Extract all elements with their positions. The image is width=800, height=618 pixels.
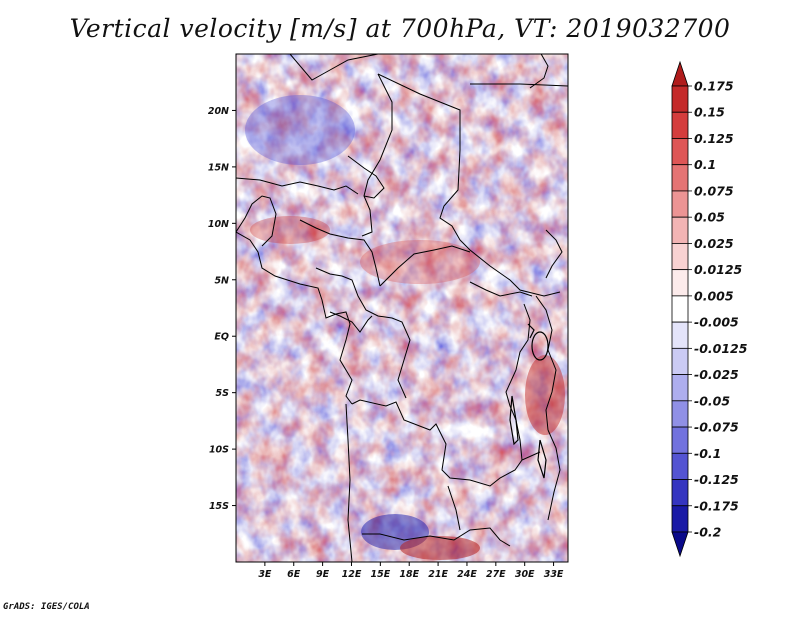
colorbar-label: -0.125 [694, 472, 739, 487]
mozambique-border [547, 429, 561, 521]
colorbar-label: 0.0125 [694, 262, 743, 277]
colorbar-swatch [671, 452, 689, 480]
lon-tick-label: 30E [515, 569, 535, 580]
strong-subsidence-blob [400, 536, 480, 560]
southern-border-lines [351, 399, 541, 487]
lat-tick-label: 15S [209, 501, 229, 512]
gabon-border [329, 311, 373, 333]
colorbar-label: -0.1 [694, 446, 721, 461]
nigeria-west-border [236, 195, 277, 247]
colorbar-swatch [671, 138, 689, 166]
colorbar-swatch [671, 85, 689, 113]
cameroon-north-border [299, 219, 381, 287]
lon-tick-label: 6E [287, 569, 301, 580]
colorbar-label: 0.075 [694, 183, 734, 198]
lat-tick-label: 5S [216, 388, 230, 399]
colorbar-label: 0.175 [694, 79, 734, 94]
lat-tick-label: 5N [214, 275, 229, 286]
colorbar-label: 0.025 [694, 236, 734, 251]
latitude-axis: 20N 15N 10N 5N EQ 5S 10S 15S [208, 106, 236, 512]
colorbar-label: -0.025 [694, 367, 739, 382]
page-title: Vertical velocity [m/s] at 700hPa, VT: 2… [69, 14, 731, 43]
colorbar-swatch [671, 374, 689, 402]
colorbar-swatch [671, 243, 689, 271]
colorbar-bottom-extension [671, 531, 689, 558]
sahel-subsidence-band [250, 216, 330, 244]
east-africa-border [535, 295, 557, 431]
map-frame [235, 53, 569, 563]
drc-north-border [469, 281, 533, 297]
far-south-border [362, 527, 511, 547]
lat-tick-label: 10S [209, 445, 229, 456]
north-border-1 [289, 54, 379, 81]
colorbar-swatch [671, 479, 689, 507]
colorbar-swatch [671, 321, 689, 349]
lake-tanganyika [509, 395, 519, 446]
lat-tick-label: 15N [208, 162, 229, 173]
colorbar-swatch [671, 400, 689, 428]
lon-tick-label: 24E [457, 569, 477, 580]
lat-tick-label: 20N [208, 106, 229, 117]
east-coast-subsidence-blob [525, 355, 565, 435]
colorbar-label: -0.175 [694, 498, 739, 513]
chad-west-border [361, 73, 393, 237]
sahel-border [236, 177, 359, 195]
lon-tick-label: 21E [428, 569, 448, 580]
lon-tick-label: 27E [486, 569, 506, 580]
colorbar-label: -0.075 [694, 420, 739, 435]
colorbar: 0.175 0.15 0.125 0.1 0.075 0.05 0.025 0.0125 0.0… [671, 60, 748, 558]
red-sea-coast [529, 54, 549, 89]
lon-tick-label: 12E [342, 569, 362, 580]
longitude-axis: 3E 6E 9E 12E 15E 18E 21E 24E 27E 30E 33E [258, 562, 564, 580]
colorbar-swatch [671, 426, 689, 454]
west-southern-border [345, 403, 353, 562]
colorbar-label: -0.005 [694, 315, 739, 330]
colorbar-label: -0.05 [694, 393, 730, 408]
colorbar-label: 0.005 [694, 288, 734, 303]
colorbar-swatch [671, 164, 689, 192]
congo-border [315, 267, 411, 399]
colorbar-top-extension [671, 60, 689, 87]
sahara-ascent-area [245, 95, 355, 165]
lon-tick-label: 15E [370, 569, 390, 580]
central-subsidence-band [360, 240, 480, 284]
colorbar-label: 0.125 [694, 131, 734, 146]
lake-victoria [531, 331, 549, 361]
zambia-border [447, 485, 461, 531]
colorbar-swatch [671, 111, 689, 139]
vertical-velocity-field [236, 54, 568, 562]
great-lakes-border [505, 303, 531, 461]
lat-tick-label: EQ [214, 332, 229, 343]
colorbar-label: -0.0125 [694, 341, 748, 356]
lake-chad-outline [347, 155, 385, 199]
colorbar-swatch [671, 190, 689, 218]
country-borders [236, 54, 568, 562]
lakes [509, 323, 549, 479]
lon-tick-label: 18E [399, 569, 419, 580]
map-panel: 20N 15N 10N 5N EQ 5S 10S 15S 3E 6E 9E 12E 15E 18E 21E… [208, 53, 569, 580]
sudan-border [377, 73, 561, 297]
ethiopia-border [545, 229, 563, 279]
egypt-border [470, 83, 568, 87]
colorbar-swatch [671, 269, 689, 297]
car-border [379, 245, 471, 287]
lat-tick-label: 10N [208, 219, 229, 230]
west-coastline [236, 231, 353, 405]
lon-tick-label: 33E [544, 569, 564, 580]
colorbar-swatch [671, 295, 689, 323]
colorbar-label: 0.05 [694, 210, 725, 225]
lake-albert [527, 323, 535, 339]
colorbar-label: -0.2 [694, 525, 721, 540]
colorbar-swatch [671, 216, 689, 244]
lake-malawi [537, 439, 547, 479]
lon-tick-label: 9E [316, 569, 330, 580]
colorbar-swatch [671, 347, 689, 375]
colorbar-swatch [671, 505, 689, 533]
colorbar-label: 0.1 [694, 157, 716, 172]
lon-tick-label: 3E [258, 569, 272, 580]
grads-credit: GrADS: IGES/COLA [3, 602, 90, 612]
colorbar-label: 0.15 [694, 105, 725, 120]
